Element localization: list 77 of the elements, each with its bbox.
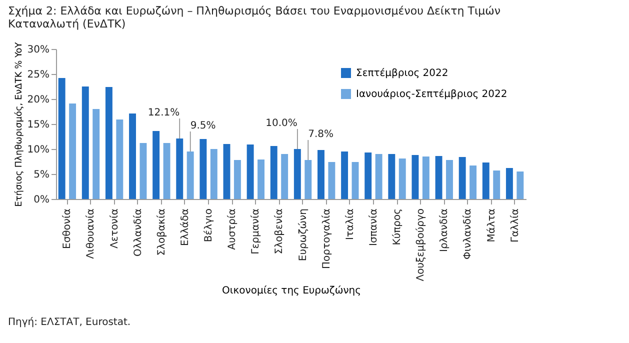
bar	[304, 160, 312, 199]
bar	[105, 87, 112, 199]
chart-title: Σχήμα 2: Ελλάδα και Ευρωζώνη – Πληθωρισμός Βάσει του Εναρμονισμένου Δείκτη Τιμών Καταναλωτή (ΕνΔΤΚ)	[8, 4, 501, 31]
bar	[223, 144, 230, 199]
bar	[364, 152, 372, 199]
y-tick-label: 20%	[27, 94, 50, 106]
bar	[506, 168, 513, 199]
y-axis-title: Ετήσιος Πληθωρισμός, ΕνΔΤΚ % YoY	[13, 42, 24, 207]
y-tick-label: 30%	[27, 44, 50, 56]
x-tick-label: Γαλλία	[510, 208, 521, 242]
text: Πηγή: ΕΛΣΤΑΤ, Eurostat.	[8, 317, 131, 328]
bar	[318, 150, 324, 199]
y-tick-label: 0%	[34, 194, 50, 206]
y-tick-label: 5%	[34, 170, 50, 180]
data-label: 10.0%	[266, 118, 298, 129]
bar	[234, 160, 241, 199]
bar	[152, 131, 160, 199]
bar	[69, 104, 76, 199]
bar	[388, 154, 396, 199]
bar	[412, 155, 419, 199]
x-tick-label: Ευρωζώνη	[298, 208, 309, 262]
bar	[140, 143, 147, 199]
bar	[270, 146, 278, 199]
x-tick-label: Ελλάδα	[180, 208, 191, 246]
bar	[176, 138, 184, 199]
x-tick-label: Σλοβακία	[156, 208, 168, 256]
data-label: 7.8%	[308, 129, 334, 140]
y-tick-label: 25%	[27, 70, 50, 80]
bar	[116, 120, 124, 199]
bar	[375, 154, 382, 199]
x-tick-label: Σλοβενία	[274, 208, 286, 254]
data-label: 9.5%	[190, 120, 216, 132]
bar	[435, 156, 442, 199]
bar	[163, 143, 170, 199]
bar	[398, 158, 406, 199]
bar	[422, 156, 430, 199]
bar	[516, 172, 524, 199]
bar	[446, 160, 453, 199]
legend-label: Σεπτέμβριος 2022	[356, 68, 448, 79]
bar	[210, 149, 218, 199]
x-tick-label: Πορτογαλία	[321, 208, 332, 270]
x-tick-label: Φινλανδία	[462, 208, 474, 260]
x-tick-label: Ιταλία	[344, 208, 356, 240]
bar	[92, 109, 100, 199]
x-tick-label: Γερμανία	[250, 208, 262, 254]
bar	[493, 170, 500, 199]
bar	[458, 157, 466, 199]
x-tick-label: Λετονία	[109, 208, 120, 248]
bar	[281, 154, 288, 199]
bar	[58, 78, 66, 199]
x-tick-label: Βέλγιο	[204, 208, 215, 242]
data-label: 12.1%	[148, 108, 180, 118]
bar	[482, 162, 490, 199]
bar	[352, 162, 359, 199]
bar	[341, 152, 348, 199]
y-tick-label: 15%	[27, 120, 50, 130]
x-tick-label: Ιρλανδία	[439, 208, 450, 252]
bar	[246, 144, 254, 199]
x-tick-label: Αυστρία	[227, 208, 238, 250]
x-tick-label: Λιθουανία	[86, 208, 97, 259]
bar	[328, 162, 336, 199]
y-tick-label: 10%	[27, 144, 50, 156]
x-tick-label: Ισπανία	[368, 208, 380, 246]
x-tick-label: Μάλτα	[486, 208, 498, 242]
x-tick-label: Ολλανδία	[132, 208, 144, 256]
bar	[294, 149, 301, 199]
x-tick-label: Εσθονία	[62, 208, 74, 249]
x-tick-label: Λουξεμβούργο	[416, 208, 427, 282]
bar	[129, 114, 136, 199]
bar	[470, 166, 477, 199]
x-tick-label: Κύπρος	[392, 208, 404, 246]
bar	[186, 152, 194, 199]
legend-label: Ιανουάριος-Σεπτέμβριος 2022	[356, 89, 508, 100]
bar	[258, 160, 264, 199]
x-axis-title: Οικονομίες της Ευρωζώνης	[222, 285, 362, 296]
bar	[82, 86, 89, 199]
bar	[200, 139, 207, 199]
